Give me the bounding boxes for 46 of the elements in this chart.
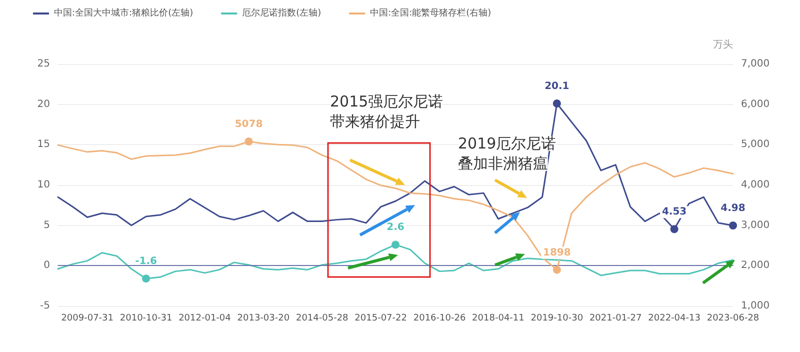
annotation: 带来猪价提升 xyxy=(330,112,420,130)
data-label: 20.1 xyxy=(544,81,570,92)
data-label: 2.6 xyxy=(386,222,404,234)
point xyxy=(670,225,678,234)
annotation: 2019厄尔尼诺 xyxy=(458,134,556,152)
y2-tick-label: 4,000 xyxy=(741,180,770,190)
y2-tick-label: 5,000 xyxy=(741,139,770,150)
x-tick-label: 2023-06-28 xyxy=(706,314,760,324)
x-tick-label: 2014-05-28 xyxy=(296,314,349,324)
y2-axis-title: 万头 xyxy=(713,38,733,50)
annotation: 叠加非洲猪瘟 xyxy=(458,154,548,172)
y-tick-label: -5 xyxy=(40,300,50,312)
y2-tick-label: 2,000 xyxy=(741,260,770,272)
legend-label: 中国:全国:能繁母猪存栏(右轴) xyxy=(370,8,492,18)
y2-tick-label: 6,000 xyxy=(741,98,770,110)
point xyxy=(552,100,561,108)
y-tick-label: 0 xyxy=(44,260,50,272)
y-tick-label: 20 xyxy=(37,98,50,110)
x-tick-label: 2019-10-30 xyxy=(530,314,584,324)
x-tick-label: 2022-04-13 xyxy=(648,314,700,324)
x-tick-label: 2013-03-20 xyxy=(237,314,290,324)
x-tick-label: 2009-07-31 xyxy=(61,314,114,324)
x-tick-label: 2012-01-04 xyxy=(178,314,232,324)
x-tick-label: 2010-10-31 xyxy=(120,314,172,324)
point xyxy=(729,221,737,230)
data-label: 1898 xyxy=(542,247,571,258)
x-tick-label: 2021-01-27 xyxy=(589,314,642,324)
x-tick-label: 2016-10-26 xyxy=(413,314,466,324)
annotation: 2015强厄尔尼诺 xyxy=(330,92,444,110)
legend-label: 厄尔尼诺指数(左轴) xyxy=(242,8,322,18)
x-tick-label: 2018-04-11 xyxy=(472,314,524,324)
point xyxy=(392,240,400,249)
point xyxy=(142,274,150,283)
legend-label: 中国:全国大中城市:猪粮比价(左轴) xyxy=(54,8,194,18)
y2-tick-label: 7,000 xyxy=(741,58,770,70)
y2-tick-label: 1,000 xyxy=(741,300,770,312)
y-tick-label: 5 xyxy=(44,220,50,231)
x-tick-label: 2015-07-22 xyxy=(354,314,407,324)
data-label: 4.53 xyxy=(662,206,687,218)
data-label: 5078 xyxy=(234,119,263,130)
y-tick-label: 15 xyxy=(37,139,50,150)
y-tick-label: 25 xyxy=(37,58,50,70)
y2-tick-label: 3,000 xyxy=(741,220,770,231)
data-label: -1.6 xyxy=(135,256,158,268)
y-tick-label: 10 xyxy=(37,180,50,190)
data-label: 4.98 xyxy=(720,202,746,214)
